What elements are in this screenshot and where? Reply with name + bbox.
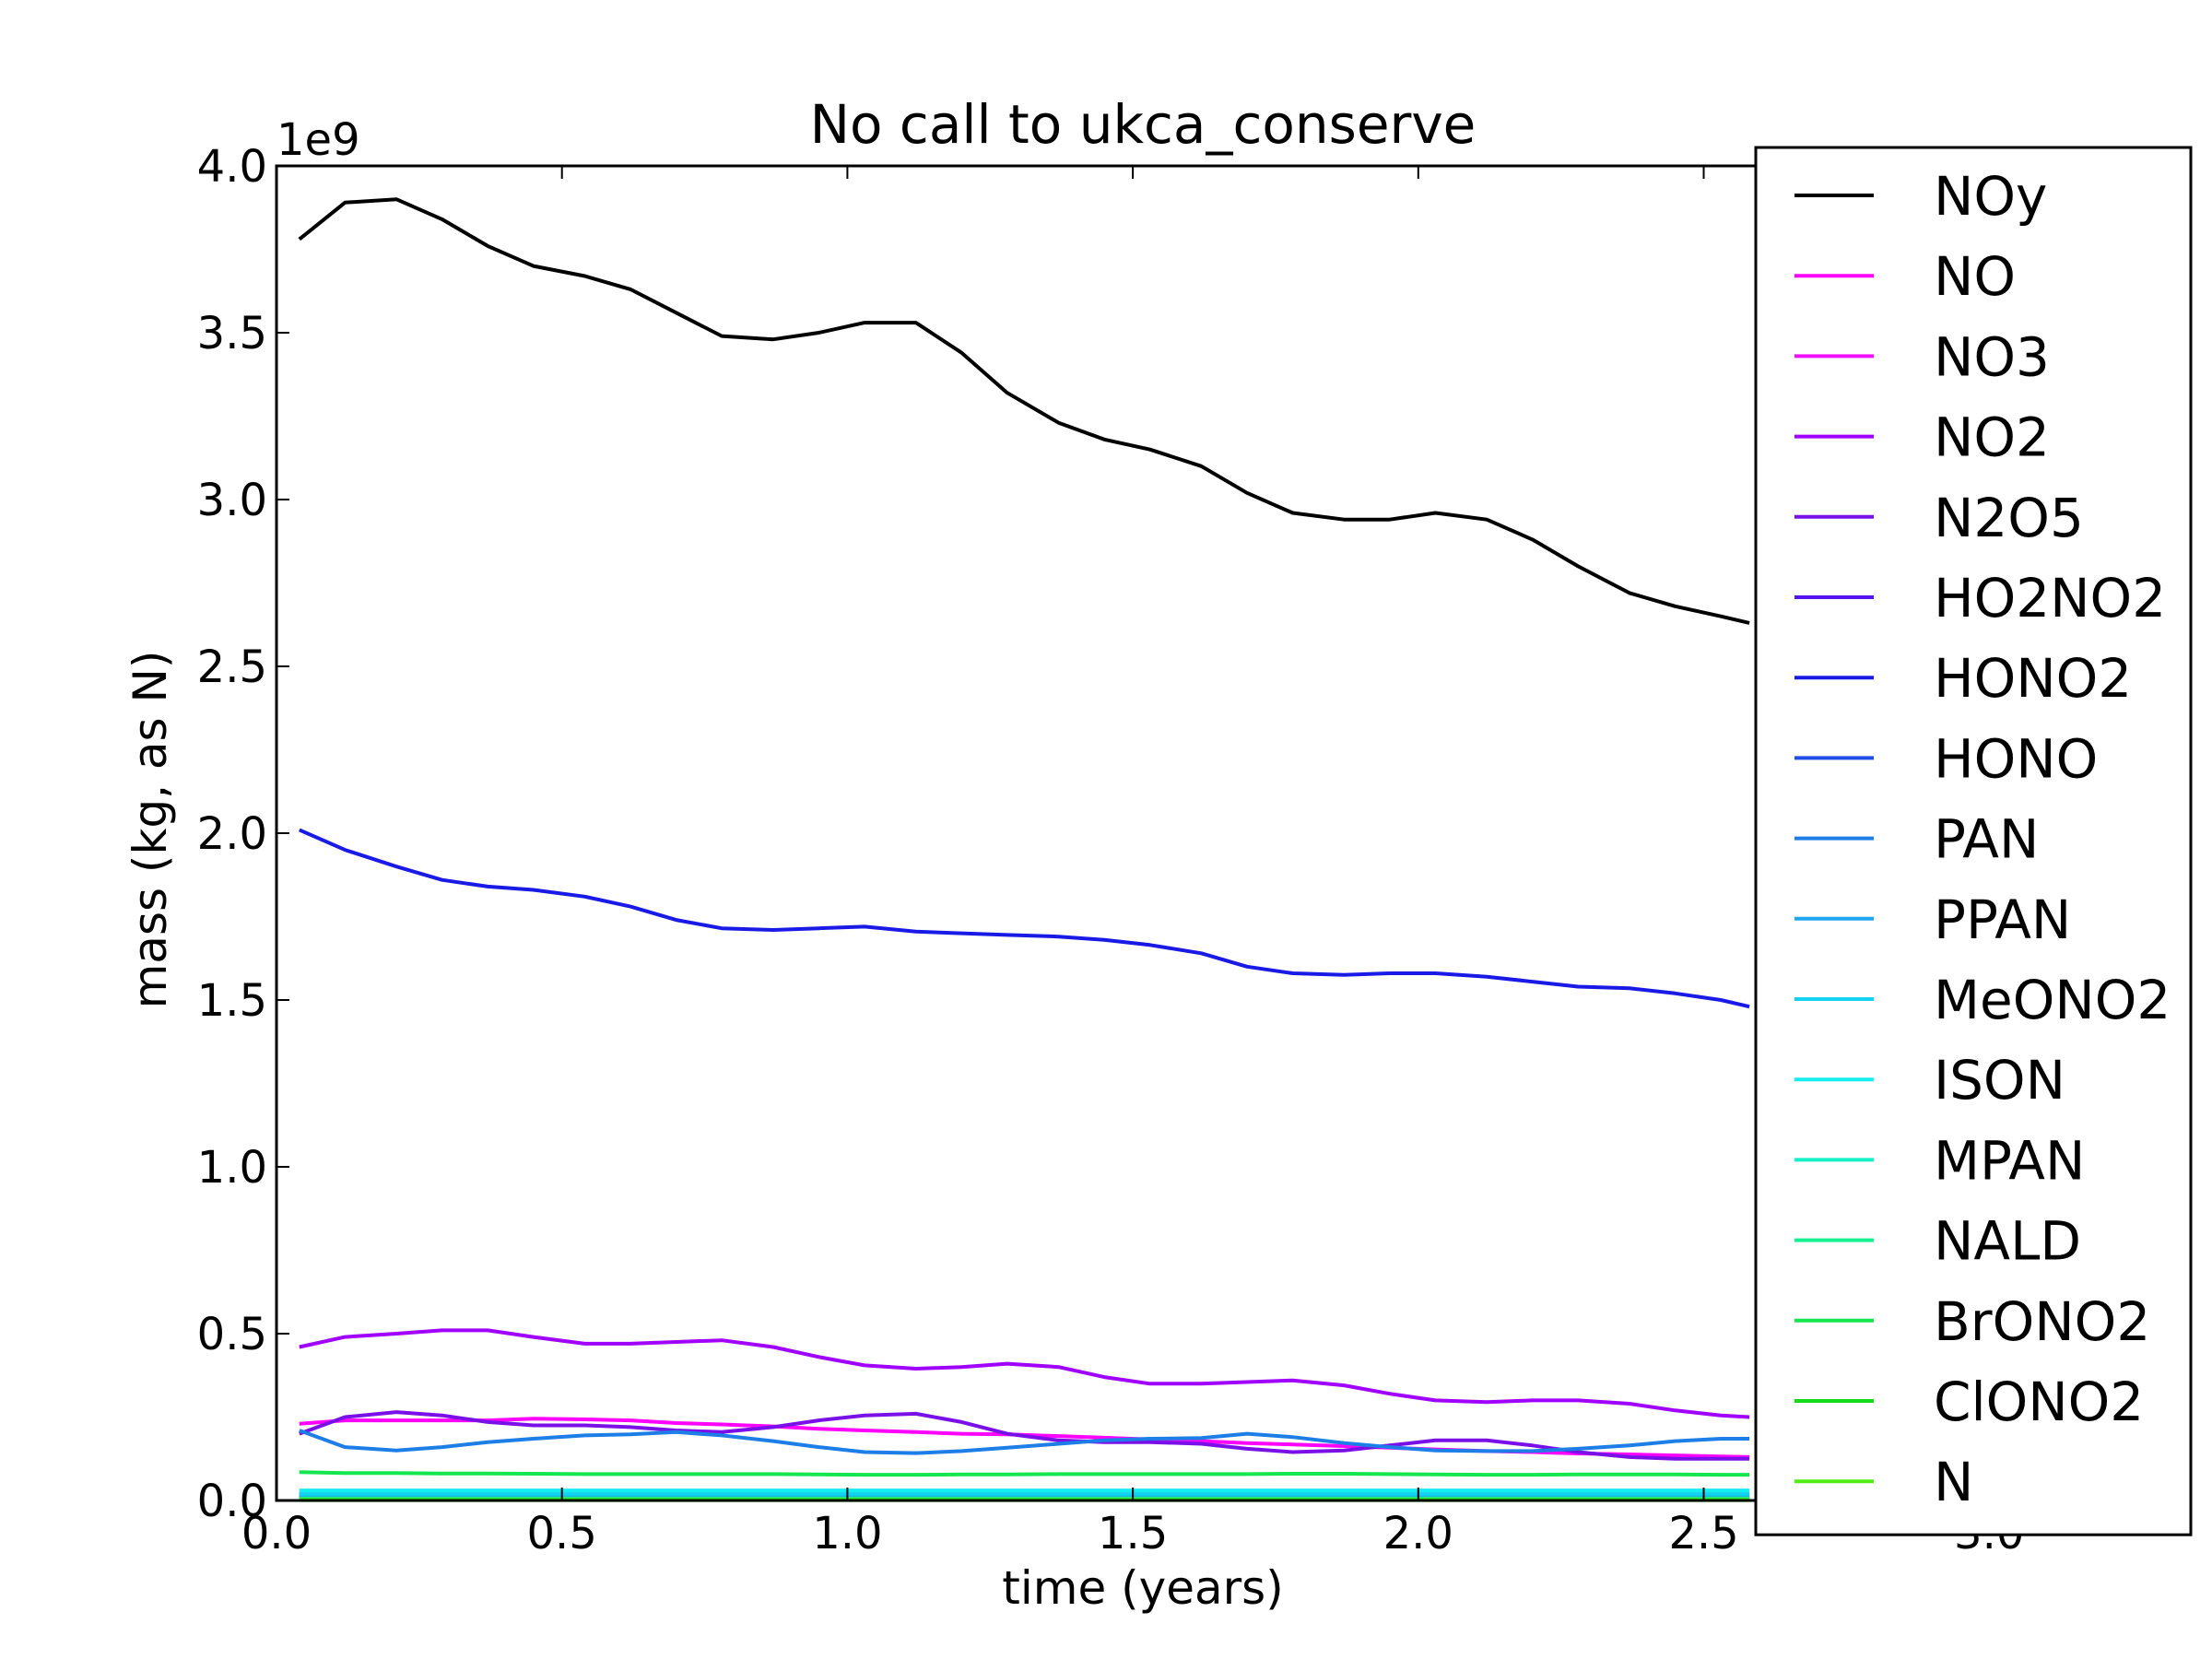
- x-tick-label: 1.0: [812, 1508, 882, 1559]
- x-tick-label: 2.0: [1383, 1508, 1453, 1559]
- legend-label-pan: PAN: [1934, 808, 2039, 871]
- y-tick-label: 0.0: [197, 1476, 267, 1527]
- y-tick-label: 4.0: [197, 141, 267, 193]
- series-line-hono2: [298, 828, 1750, 1009]
- y-tick-label: 2.0: [197, 808, 267, 860]
- plot-area: [298, 197, 1750, 1502]
- y-tick-label: 0.5: [197, 1309, 267, 1360]
- chart-title: No call to ukca_conserve: [810, 93, 1477, 156]
- legend-label-noy: NOy: [1934, 165, 2047, 228]
- y-axis-label: mass (kg, as N): [124, 651, 177, 1009]
- series-line-brono2: [299, 1470, 1750, 1477]
- legend-label-no: NO: [1934, 245, 2016, 308]
- legend-label-n: N: [1934, 1451, 1973, 1513]
- legend-label-brono2: BrONO2: [1934, 1290, 2150, 1353]
- legend-label-no3: NO3: [1934, 325, 2050, 388]
- legend-label-hono: HONO: [1934, 727, 2098, 790]
- legend-label-mpan: MPAN: [1934, 1129, 2085, 1192]
- x-tick-label: 1.5: [1098, 1508, 1168, 1559]
- legend-box: [1754, 146, 2193, 1536]
- series-line-no2: [299, 1328, 1750, 1419]
- legend: NOy NO NO3 NO2 N2O5 HO2NO2 HONO2 HONO PAN PPAN MeO…: [1754, 146, 2193, 1536]
- legend-label-ison: ISON: [1934, 1049, 2065, 1112]
- legend-label-no2: NO2: [1934, 406, 2050, 469]
- x-tick-label: 2.5: [1668, 1508, 1738, 1559]
- legend-label-nald: NALD: [1934, 1210, 2081, 1273]
- series-line-pan: [299, 1429, 1750, 1455]
- legend-label-ppan: PPAN: [1934, 888, 2071, 951]
- y-tick-label: 1.0: [197, 1142, 267, 1194]
- y-tick-label: 3.0: [197, 475, 267, 526]
- series-line-noy: [298, 197, 1750, 625]
- y-tick-label: 3.5: [197, 308, 267, 359]
- x-tick-label: 0.0: [241, 1508, 312, 1559]
- legend-label-hono2: HONO2: [1934, 647, 2132, 710]
- y-tick-label: 2.5: [197, 641, 267, 693]
- x-tick-label: 0.5: [527, 1508, 597, 1559]
- legend-label-n2o5: N2O5: [1934, 487, 2084, 549]
- legend-label-ho2no2: HO2NO2: [1934, 567, 2166, 629]
- legend-label-meono2: MeONO2: [1934, 969, 2171, 1031]
- y-tick-label: 1.5: [197, 975, 267, 1027]
- legend-label-clono2: ClONO2: [1934, 1371, 2144, 1433]
- axis-ticks: 0.0 0.5 1.0 1.5 2.0 2.5 3.0 0.0 0.5 1.0 1.5 2.0 2.5 3…: [197, 141, 2189, 1559]
- y-multiplier-label: 1e9: [276, 114, 360, 166]
- x-axis-label: time (years): [1002, 1561, 1283, 1615]
- series-line-n2o5: [299, 1410, 1750, 1461]
